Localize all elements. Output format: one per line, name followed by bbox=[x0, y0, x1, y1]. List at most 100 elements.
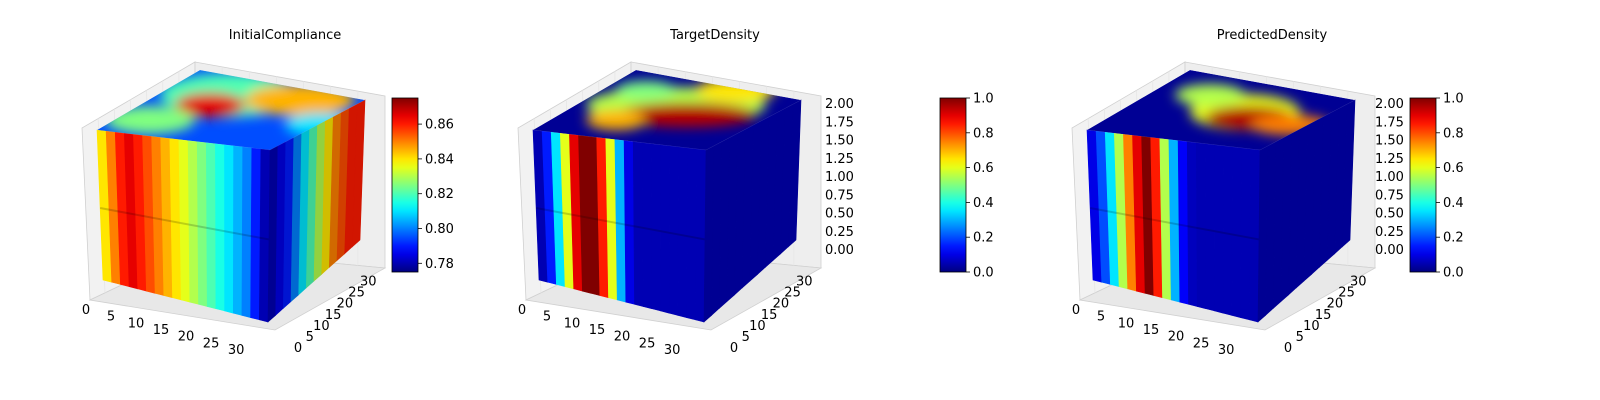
voxel-column bbox=[668, 145, 680, 316]
x-tick-label: 10 bbox=[564, 316, 581, 331]
x-tick-label: 30 bbox=[664, 343, 681, 358]
y-tick-label: 5 bbox=[742, 330, 750, 345]
y-tick-label: 25 bbox=[348, 286, 365, 301]
density-blob bbox=[586, 110, 646, 130]
voxel-column bbox=[224, 144, 234, 314]
colorbar-tick-label: 0.4 bbox=[1443, 196, 1464, 211]
colorbar-tick-label: 0.86 bbox=[425, 118, 454, 133]
voxel-column bbox=[351, 99, 366, 248]
x-tick-label: 25 bbox=[203, 336, 220, 351]
voxel-column bbox=[677, 146, 689, 318]
side-face bbox=[267, 99, 366, 323]
voxel-column bbox=[787, 99, 802, 248]
x-tick-label: 25 bbox=[639, 336, 656, 351]
y-tick-label: 5 bbox=[306, 330, 314, 345]
voxel-column bbox=[1222, 145, 1234, 316]
voxel-column bbox=[241, 146, 253, 318]
z-tick-label: 1.75 bbox=[1375, 115, 1404, 130]
voxel-column bbox=[641, 142, 653, 310]
voxel-column bbox=[215, 143, 225, 312]
colorbar: 0.78 0.80 0.82 0.84 0.86 bbox=[391, 97, 454, 273]
x-tick-label: 0 bbox=[82, 303, 90, 318]
y-tick-label: 15 bbox=[761, 308, 778, 323]
z-tick-label: 2.00 bbox=[825, 97, 854, 112]
voxel-column bbox=[1341, 99, 1356, 248]
z-tick-label: 0.25 bbox=[825, 225, 854, 240]
z-tick-label: 1.00 bbox=[825, 170, 854, 185]
chart-title: InitialCompliance bbox=[229, 28, 342, 43]
z-tick-label: 0.75 bbox=[1375, 188, 1404, 203]
voxel-column bbox=[651, 143, 661, 312]
colorbar-tick-label: 0.84 bbox=[425, 152, 454, 167]
chart-title: PredictedDensity bbox=[1217, 28, 1328, 43]
y-tick-label: 15 bbox=[325, 308, 342, 323]
side-face bbox=[703, 99, 802, 323]
colorbar: 0.0 0.2 0.4 0.6 0.8 1.0 bbox=[939, 92, 994, 281]
voxel-column bbox=[232, 145, 244, 316]
y-tick-label: 20 bbox=[1327, 297, 1344, 312]
z-tick-label: 1.25 bbox=[825, 152, 854, 167]
voxel-column bbox=[1177, 140, 1189, 305]
voxel-column bbox=[1186, 141, 1198, 307]
y-tick-label: 25 bbox=[784, 286, 801, 301]
voxel-column bbox=[1214, 144, 1224, 314]
voxel-column bbox=[1231, 146, 1243, 318]
colorbar-tick-label: 0.78 bbox=[425, 257, 454, 272]
front-face bbox=[532, 129, 707, 323]
x-tick-label: 0 bbox=[518, 303, 526, 318]
y-tick-label: 15 bbox=[1315, 308, 1332, 323]
chart-title: TargetDensity bbox=[669, 28, 760, 43]
voxel-column bbox=[196, 141, 208, 307]
colorbar-tick-label: 0.2 bbox=[973, 231, 994, 246]
y-tick-label: 30 bbox=[360, 275, 377, 290]
side-face bbox=[1257, 99, 1356, 323]
y-tick-label: 25 bbox=[1338, 286, 1355, 301]
z-tick-label: 1.75 bbox=[825, 115, 854, 130]
z-tick-label: 1.00 bbox=[1375, 170, 1404, 185]
x-tick-label: 5 bbox=[107, 310, 115, 325]
x-tick-label: 10 bbox=[128, 316, 145, 331]
voxel-column bbox=[205, 142, 217, 310]
colorbar-tick-label: 1.0 bbox=[973, 92, 994, 107]
y-tick-label: 0 bbox=[294, 341, 302, 356]
front-face bbox=[1086, 129, 1261, 323]
y-tick-label: 20 bbox=[337, 297, 354, 312]
z-tick-label: 0.75 bbox=[825, 188, 854, 203]
x-tick-label: 20 bbox=[614, 330, 631, 345]
x-tick-label: 20 bbox=[178, 330, 195, 345]
y-tick-label: 0 bbox=[730, 341, 738, 356]
colorbar-tick-label: 0.82 bbox=[425, 187, 454, 202]
y-tick-label: 20 bbox=[773, 297, 790, 312]
layer-seam bbox=[1089, 207, 1260, 241]
voxel-column bbox=[1195, 142, 1207, 310]
colorbar-tick-label: 1.0 bbox=[1443, 92, 1464, 107]
front-face bbox=[96, 129, 271, 323]
layer-seam bbox=[99, 207, 270, 241]
x-tick-label: 5 bbox=[1097, 310, 1105, 325]
z-tick-label: 0.50 bbox=[1375, 207, 1404, 222]
z-tick-label: 0.50 bbox=[825, 207, 854, 222]
colorbar-tick-label: 0.2 bbox=[1443, 231, 1464, 246]
density-blob bbox=[616, 103, 756, 127]
colorbar-gradient bbox=[391, 97, 419, 273]
y-tick-label: 10 bbox=[313, 319, 330, 334]
voxel-column bbox=[187, 140, 199, 305]
y-tick-label: 10 bbox=[1303, 319, 1320, 334]
y-tick-label: 30 bbox=[1350, 275, 1367, 290]
colorbar-gradient bbox=[1409, 97, 1437, 273]
x-tick-label: 10 bbox=[1118, 316, 1135, 331]
y-tick-label: 10 bbox=[749, 319, 766, 334]
colorbar-tick-label: 0.6 bbox=[973, 161, 994, 176]
voxel-column bbox=[632, 141, 644, 307]
x-tick-label: 15 bbox=[1143, 323, 1160, 338]
x-tick-label: 25 bbox=[1193, 336, 1210, 351]
y-tick-label: 5 bbox=[1296, 330, 1304, 345]
z-tick-label: 1.50 bbox=[1375, 134, 1404, 149]
y-tick-label: 30 bbox=[796, 275, 813, 290]
z-tick-label: 0.00 bbox=[1375, 243, 1404, 258]
z-tick-label: 0.00 bbox=[825, 243, 854, 258]
colorbar: 0.0 0.2 0.4 0.6 0.8 1.0 bbox=[1409, 92, 1464, 281]
voxel-column bbox=[660, 144, 670, 314]
z-tick-label: 1.25 bbox=[1375, 152, 1404, 167]
